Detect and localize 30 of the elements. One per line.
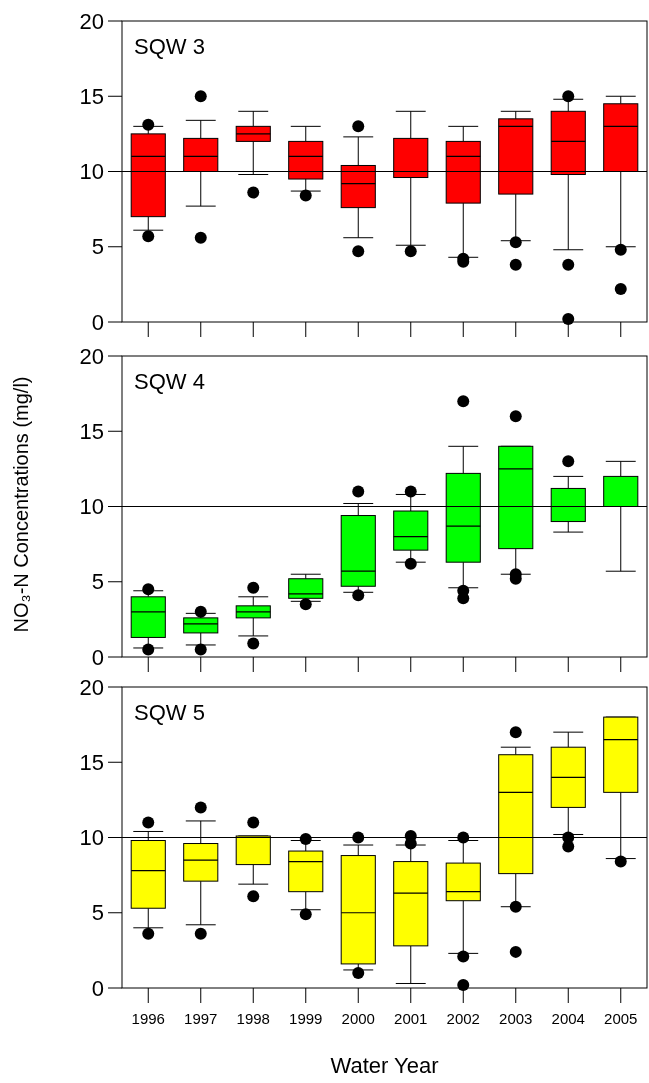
x-tick-label: 2000 — [341, 1010, 375, 1027]
text: SQW 4 — [134, 369, 205, 394]
y-tick-label: 5 — [91, 569, 104, 595]
y-tick-label: 10 — [79, 494, 104, 520]
y-tick-label: 10 — [79, 159, 104, 185]
x-tick-label: 2005 — [604, 1010, 638, 1027]
x-tick-label: 1997 — [184, 1010, 218, 1027]
y-tick-label: 5 — [91, 234, 104, 260]
x-tick-label: 2004 — [551, 1010, 585, 1027]
y-tick-label: 15 — [79, 749, 104, 775]
y-tick-label: 0 — [91, 644, 104, 670]
x-tick-label: 2001 — [394, 1010, 428, 1027]
x-tick-label: 2003 — [499, 1010, 533, 1027]
x-axis-title: Water Year — [330, 1053, 439, 1078]
x-tick-label: 1998 — [236, 1010, 270, 1027]
text: SQW 5 — [134, 700, 205, 725]
y-tick-label: 15 — [79, 418, 104, 444]
y-tick-label: 5 — [91, 900, 104, 926]
x-tick-label: 1996 — [131, 1010, 165, 1027]
y-tick-label: 20 — [79, 674, 104, 700]
x-tick-label: 1999 — [289, 1010, 323, 1027]
y-tick-label: 20 — [79, 8, 104, 34]
text: SQW 3 — [134, 34, 205, 59]
x-tick-label: 2002 — [446, 1010, 480, 1027]
y-tick-label: 10 — [79, 825, 104, 851]
y-tick-label: 20 — [79, 343, 104, 369]
y-axis-title: NO₃-N Concentrations (mg/l) — [10, 376, 32, 633]
y-tick-label: 0 — [91, 975, 104, 1001]
y-tick-label: 0 — [91, 309, 104, 335]
y-tick-label: 15 — [79, 83, 104, 109]
